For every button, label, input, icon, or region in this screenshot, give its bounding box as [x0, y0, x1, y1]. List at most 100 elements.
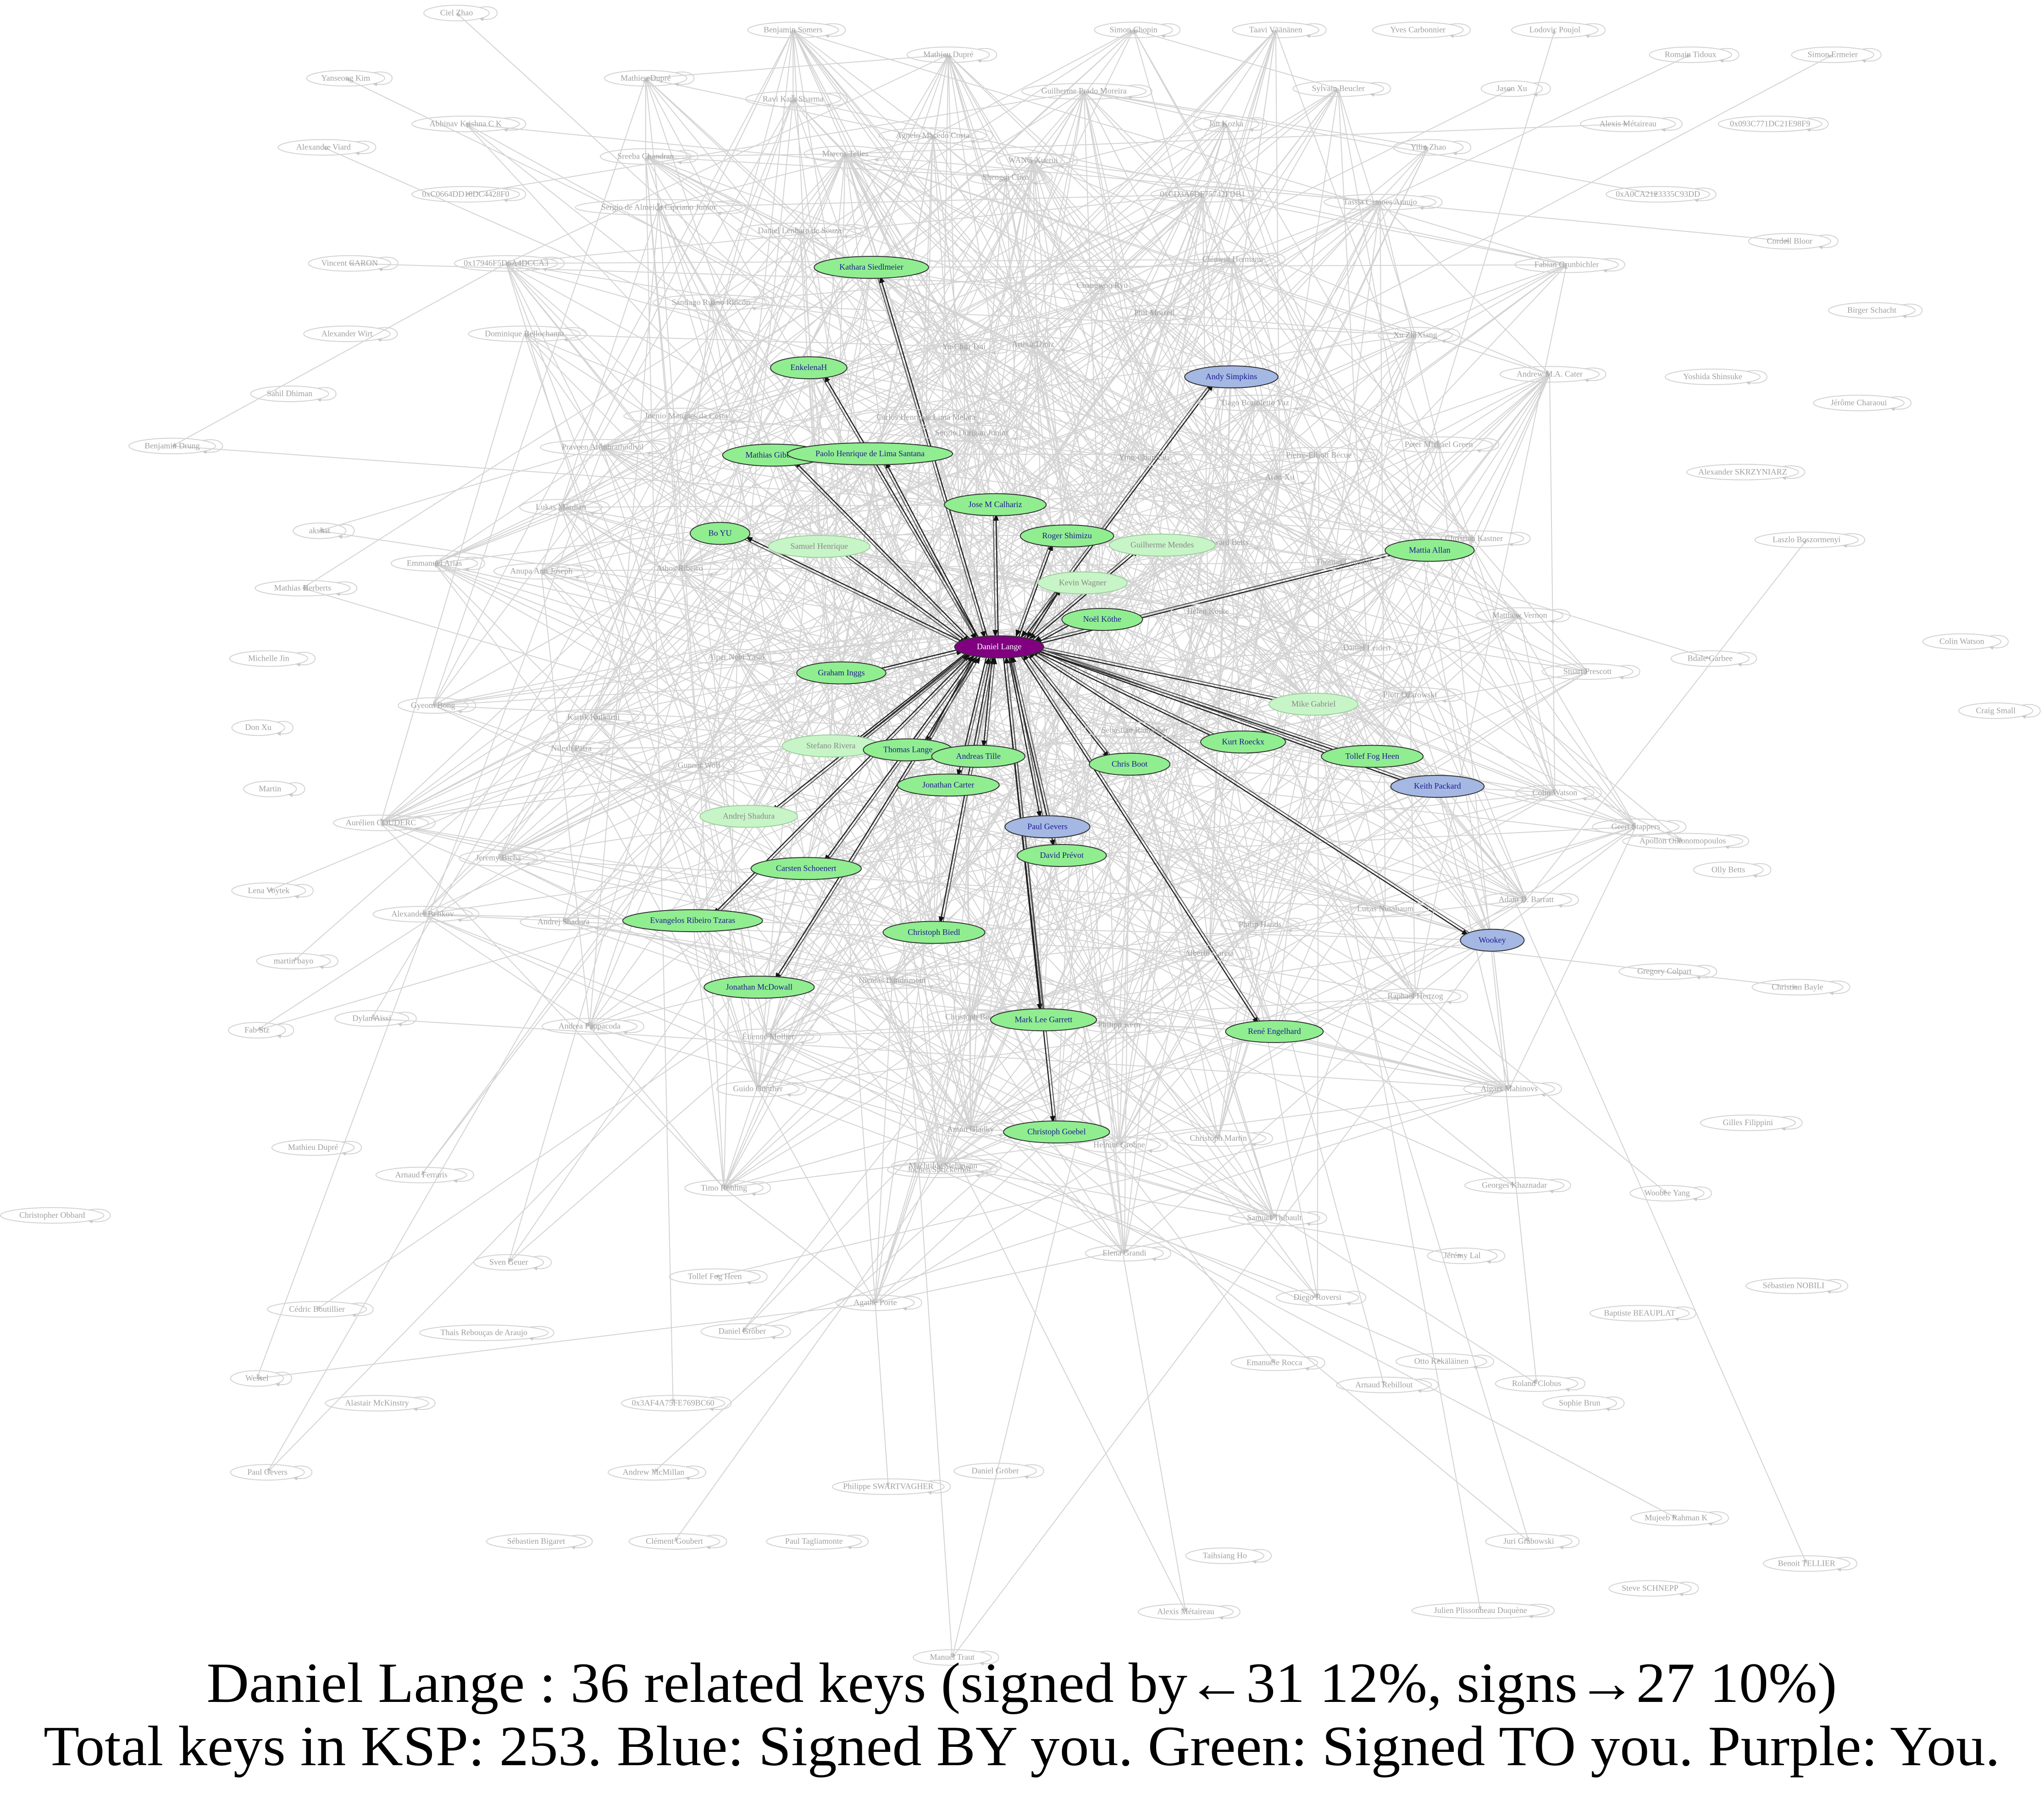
edge [871, 263, 1567, 268]
node-label: Simon Ermeier [1807, 50, 1857, 59]
edge [256, 741, 1243, 1031]
edge [1102, 285, 1314, 705]
self-loop [1836, 1557, 1857, 1572]
edge [698, 765, 726, 1189]
node-label: Mathieu Dupré [923, 50, 973, 59]
edge [422, 415, 687, 915]
node-label: Ying-Chun Liu [1119, 453, 1169, 462]
self-loop [532, 1255, 552, 1270]
node [1251, 469, 1309, 486]
self-loop [1584, 23, 1606, 38]
node [532, 740, 611, 757]
node-label: Alastair McKinstry [345, 1398, 409, 1408]
node [0, 1207, 105, 1224]
node [620, 1395, 726, 1412]
edge [1526, 539, 1807, 900]
edge [645, 156, 1314, 705]
self-loop [1170, 724, 1194, 739]
node-label: Mark Lee Garrett [1014, 1015, 1072, 1024]
node-label: Mathias Herberts [274, 583, 331, 592]
self-loop [570, 1535, 593, 1550]
edge [932, 135, 1430, 551]
edge [931, 135, 972, 433]
key-edge [1018, 543, 1053, 639]
node-label: Jérémy Lal [1444, 1251, 1480, 1260]
edge [434, 563, 831, 746]
self-loop [1287, 918, 1307, 933]
edge [892, 264, 1567, 981]
node [1411, 1602, 1550, 1619]
self-loop [338, 524, 355, 539]
node-label: Apollon Oikonomopoulos [1640, 836, 1726, 845]
self-loop [1826, 1279, 1849, 1294]
node [722, 1028, 814, 1045]
edge [773, 91, 1085, 456]
node-label: Jan Kozka [1209, 119, 1243, 128]
self-loop [1528, 1604, 1555, 1618]
key-edge [842, 550, 968, 643]
edge [589, 741, 1244, 1027]
node-label: Cédric Boutillier [289, 1304, 344, 1314]
edge [563, 921, 1120, 1026]
node [1170, 1130, 1267, 1147]
self-loop [708, 562, 729, 577]
self-loop [976, 48, 997, 63]
node [1004, 815, 1091, 839]
node-label: Philipp Kern [1098, 1020, 1141, 1029]
node [1828, 302, 1916, 319]
key-edge [821, 376, 977, 641]
node-label: Guilherme Mendes [1130, 540, 1194, 549]
node [1061, 608, 1143, 631]
node [689, 649, 785, 666]
edge [1409, 695, 1417, 997]
node [1393, 139, 1464, 156]
self-loop [825, 92, 848, 107]
node [953, 1463, 1037, 1480]
self-loop [1692, 1187, 1712, 1202]
node-label: Sébastien Bigaret [507, 1536, 565, 1546]
self-loop [1239, 946, 1260, 961]
self-loop [1828, 980, 1850, 995]
edge [947, 88, 1339, 785]
self-loop [685, 1465, 706, 1480]
self-loop [1233, 605, 1253, 620]
edge [925, 135, 935, 418]
edge [799, 230, 1057, 1132]
self-loop [412, 1396, 436, 1411]
edge [1313, 704, 1493, 941]
edge [970, 953, 1210, 1130]
node-label: Alexander Wirt [321, 329, 372, 338]
edge [723, 1187, 876, 1303]
node [250, 385, 329, 402]
node [891, 1157, 996, 1174]
key-edge [1033, 650, 1218, 740]
edge [1231, 376, 1440, 445]
key-edge [842, 552, 966, 645]
edge [970, 953, 1209, 1018]
key-edge [1011, 655, 1057, 846]
self-loop [709, 1396, 732, 1411]
edge [1032, 159, 1380, 203]
edge [759, 695, 1411, 988]
edge [465, 122, 1006, 178]
self-loop [751, 296, 776, 311]
edge [653, 924, 1261, 1473]
node-label: Praveen Arimbrathodiyil [562, 442, 643, 452]
key-edge [744, 539, 965, 646]
edge [870, 453, 1527, 900]
self-loop [979, 1159, 1002, 1174]
edge [434, 563, 1275, 1032]
edge [560, 504, 996, 509]
edge [1209, 953, 1510, 1089]
node [906, 46, 990, 63]
key-edge [993, 513, 999, 637]
edge [1084, 91, 1429, 149]
node-label: Samuel Henrique [790, 541, 848, 551]
node-label: Arnaud Ferraris [395, 1170, 447, 1179]
node [924, 338, 1004, 355]
edge [892, 403, 1256, 981]
node-label: Jérôme Charaoui [1831, 398, 1887, 407]
node [1629, 1185, 1705, 1202]
node-label: Benoit TELLIER [1778, 1558, 1835, 1568]
node-label: Sergio Durigan Junior [935, 428, 1008, 437]
